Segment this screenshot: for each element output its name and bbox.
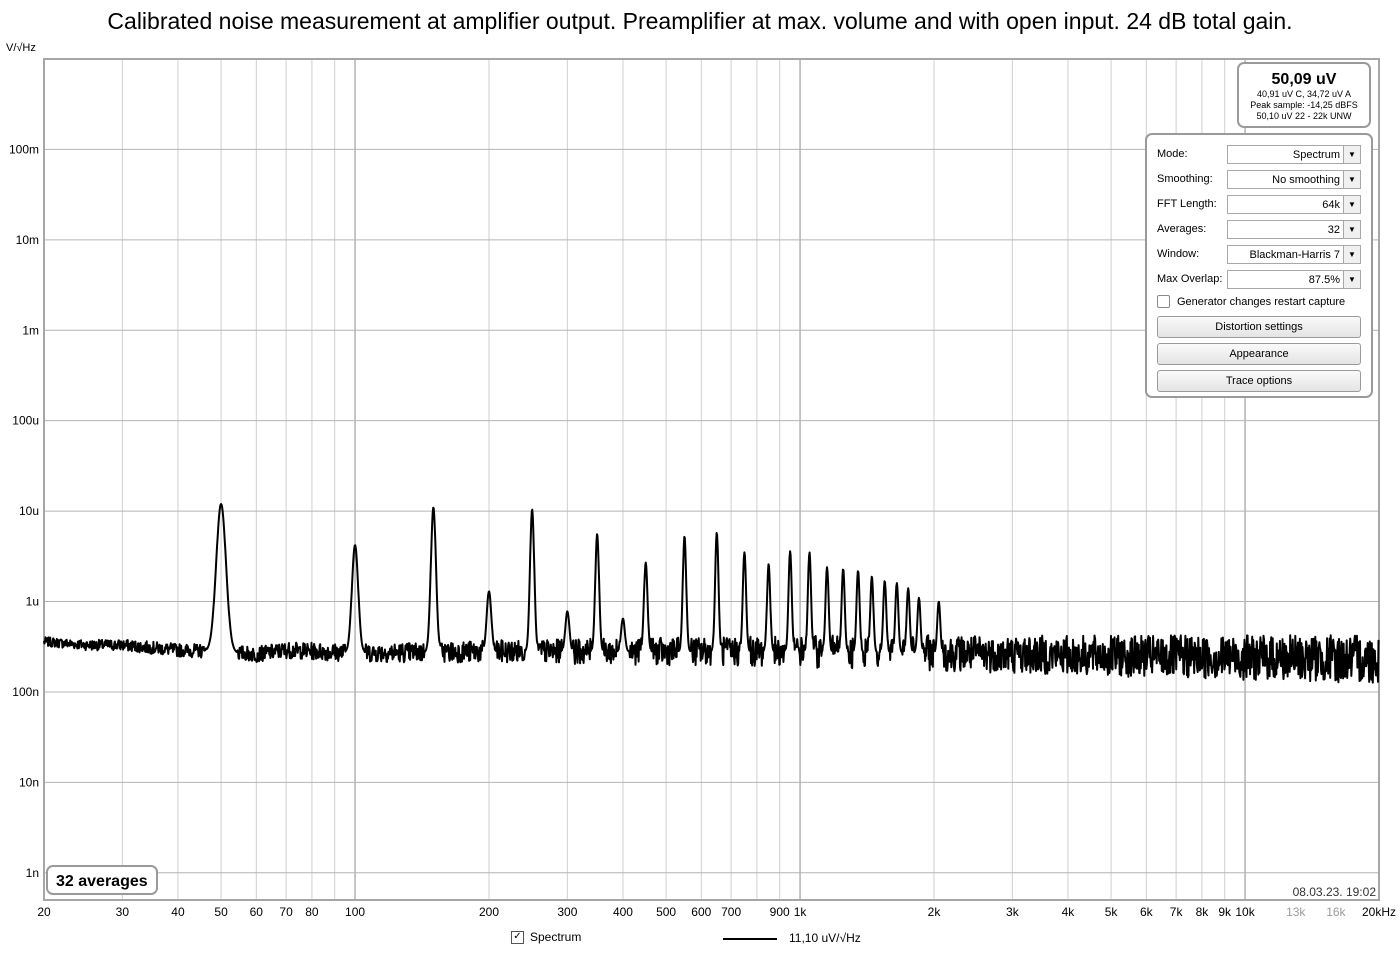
chevron-down-icon[interactable]: ▼ — [1343, 271, 1360, 288]
x-tick-label: 13k — [1286, 905, 1306, 919]
y-tick-label: 100u — [12, 414, 39, 428]
x-tick-label: 300 — [557, 905, 577, 919]
averages-badge: 32 averages — [46, 865, 158, 895]
averages-value: 32 — [1327, 224, 1340, 236]
fft-length-select[interactable]: 64k ▼ — [1227, 195, 1361, 214]
generator-restart-label: Generator changes restart capture — [1177, 295, 1346, 308]
fft-length-value: 64k — [1322, 199, 1340, 211]
y-tick-label: 10n — [19, 775, 39, 789]
chevron-down-icon[interactable]: ▼ — [1343, 221, 1360, 238]
y-tick-label: 100m — [9, 142, 39, 156]
x-tick-label: 3k — [1006, 905, 1020, 919]
averages-select[interactable]: 32 ▼ — [1227, 220, 1361, 239]
averages-label: Averages: — [1157, 223, 1207, 235]
x-tick-label: 10k — [1235, 905, 1255, 919]
x-tick-label: 60 — [250, 905, 264, 919]
x-tick-label: 9k — [1218, 905, 1232, 919]
mode-label: Mode: — [1157, 148, 1188, 160]
window-select[interactable]: Blackman-Harris 7 ▼ — [1227, 245, 1361, 264]
readout-line2: Peak sample: -14,25 dBFS — [1250, 100, 1358, 110]
x-tick-label: 8k — [1196, 905, 1210, 919]
y-tick-label: 1n — [26, 866, 39, 880]
timestamp: 08.03.23. 19:02 — [1292, 885, 1376, 899]
x-tick-label: 80 — [305, 905, 319, 919]
max-overlap-select[interactable]: 87.5% ▼ — [1227, 270, 1361, 289]
appearance-button[interactable]: Appearance — [1157, 343, 1361, 365]
y-tick-label: 10m — [16, 233, 39, 247]
x-tick-label: 900 — [770, 905, 790, 919]
smoothing-row: Smoothing: No smoothing ▼ — [1157, 170, 1363, 190]
x-tick-label: 200 — [479, 905, 499, 919]
max-overlap-value: 87.5% — [1308, 274, 1340, 286]
control-panel: Mode: Spectrum ▼ Smoothing: No smoothing ▼… — [1145, 133, 1373, 398]
legend-value: 11,10 uV/√Hz — [789, 931, 861, 945]
y-tick-label: 1u — [26, 595, 39, 609]
x-tick-label: 500 — [656, 905, 676, 919]
fft-length-row: FFT Length: 64k ▼ — [1157, 195, 1363, 215]
x-tick-label: 1k — [794, 905, 808, 919]
x-tick-label: 2k — [928, 905, 942, 919]
generator-restart-checkbox[interactable] — [1157, 295, 1170, 308]
legend-line-swatch — [723, 938, 777, 940]
fft-length-label: FFT Length: — [1157, 198, 1217, 210]
readout-main: 50,09 uV — [1271, 71, 1337, 88]
plot-frame — [43, 58, 1380, 901]
legend-checkbox-icon[interactable]: ✓ — [511, 930, 524, 944]
x-tick-label: 20 — [37, 905, 51, 919]
generator-restart-option[interactable]: Generator changes restart capture — [1157, 295, 1345, 308]
x-tick-label: 5k — [1105, 905, 1119, 919]
legend-series-label: Spectrum — [530, 930, 582, 944]
readout-line3: 50,10 uV 22 - 22k UNW — [1256, 111, 1352, 121]
x-tick-label: 50 — [214, 905, 228, 919]
x-tick-label: 40 — [171, 905, 185, 919]
chevron-down-icon[interactable]: ▼ — [1343, 246, 1360, 263]
distortion-settings-button[interactable]: Distortion settings — [1157, 316, 1361, 338]
chevron-down-icon[interactable]: ▼ — [1343, 146, 1360, 163]
y-tick-label: 100n — [12, 685, 39, 699]
x-tick-label: 30 — [116, 905, 130, 919]
window-label: Window: — [1157, 248, 1200, 260]
window-value: Blackman-Harris 7 — [1249, 249, 1340, 261]
max-overlap-row: Max Overlap: 87.5% ▼ — [1157, 270, 1363, 290]
mode-value: Spectrum — [1292, 149, 1340, 161]
smoothing-value: No smoothing — [1272, 174, 1340, 186]
smoothing-select[interactable]: No smoothing ▼ — [1227, 170, 1361, 189]
max-overlap-label: Max Overlap: — [1157, 273, 1223, 285]
smoothing-label: Smoothing: — [1157, 173, 1213, 185]
x-tick-label: 400 — [613, 905, 633, 919]
y-tick-label: 10u — [19, 504, 39, 518]
legend-spectrum-toggle[interactable]: ✓ Spectrum — [511, 930, 581, 944]
x-tick-label: 7k — [1170, 905, 1184, 919]
x-tick-label: 100 — [345, 905, 365, 919]
y-axis-unit: V/√Hz — [6, 42, 36, 54]
x-tick-label: 600 — [691, 905, 711, 919]
level-readout: 50,09 uV 40,91 uV C, 34,72 uV A Peak sam… — [1237, 62, 1371, 128]
readout-line1: 40,91 uV C, 34,72 uV A — [1256, 89, 1352, 99]
x-tick-label: 6k — [1140, 905, 1154, 919]
spectrum-series-line — [43, 503, 1380, 684]
chart-title: Calibrated noise measurement at amplifie… — [107, 8, 1293, 34]
averages-row: Averages: 32 ▼ — [1157, 220, 1363, 240]
chevron-down-icon[interactable]: ▼ — [1343, 196, 1360, 213]
x-tick-label: 20kHz — [1362, 905, 1396, 919]
y-tick-label: 1m — [22, 323, 39, 337]
x-tick-label: 700 — [721, 905, 741, 919]
mode-row: Mode: Spectrum ▼ — [1157, 145, 1363, 165]
x-tick-label: 4k — [1062, 905, 1076, 919]
trace-options-button[interactable]: Trace options — [1157, 370, 1361, 392]
mode-select[interactable]: Spectrum ▼ — [1227, 145, 1361, 164]
x-tick-label: 16k — [1326, 905, 1346, 919]
window-row: Window: Blackman-Harris 7 ▼ — [1157, 245, 1363, 265]
chevron-down-icon[interactable]: ▼ — [1343, 171, 1360, 188]
x-tick-label: 70 — [279, 905, 293, 919]
